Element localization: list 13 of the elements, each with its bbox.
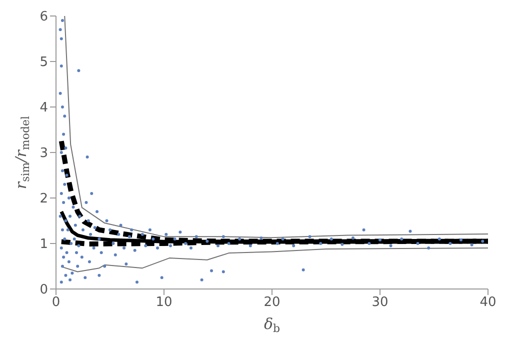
- x-axis-title: δ$_{b}$: [264, 315, 280, 336]
- y-tick-label: 6: [40, 10, 48, 25]
- x-tick-label: 20: [264, 295, 280, 310]
- x-tick-label: 40: [480, 295, 496, 310]
- x-tick-label: 10: [156, 295, 172, 310]
- x-tick-label: 0: [52, 295, 60, 310]
- y-tick-label: 4: [40, 100, 48, 116]
- y-tick-label: 5: [40, 55, 48, 70]
- y-tick-label: 2: [40, 192, 48, 207]
- x-tick-label: 30: [372, 295, 388, 310]
- y-tick-label: 1: [40, 237, 48, 252]
- y-tick-label: 0: [40, 282, 48, 298]
- y-tick-label: 3: [40, 146, 48, 162]
